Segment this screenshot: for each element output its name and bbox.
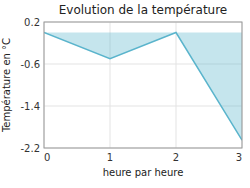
plot-background bbox=[44, 22, 242, 148]
tick-label: 0.2 bbox=[24, 17, 40, 28]
grid-line bbox=[176, 22, 177, 148]
tick-label: 0 bbox=[44, 152, 50, 163]
grid-line bbox=[44, 106, 242, 107]
plot-frame bbox=[44, 22, 242, 148]
title: Evolution de la température bbox=[59, 3, 228, 17]
plot-area bbox=[44, 33, 242, 141]
y-axis-label: Température en °C bbox=[1, 38, 12, 133]
tick-label: -2.2 bbox=[20, 143, 40, 154]
tick-label: 2 bbox=[173, 152, 179, 163]
line bbox=[44, 33, 242, 141]
area bbox=[44, 33, 242, 141]
chart-container: 0.2 -0.6 -1.4 -2.2 0 1 2 3 Evolution de la tempé… bbox=[0, 0, 250, 188]
tick-label: 1 bbox=[107, 152, 113, 163]
tick-label: -1.4 bbox=[20, 101, 40, 112]
tick-label: -0.6 bbox=[20, 59, 40, 70]
x-axis-label: heure par heure bbox=[103, 167, 184, 178]
tick-label: 3 bbox=[236, 152, 242, 163]
chart: 0.2 -0.6 -1.4 -2.2 0 1 2 3 Evolution de la tempé… bbox=[0, 0, 250, 188]
